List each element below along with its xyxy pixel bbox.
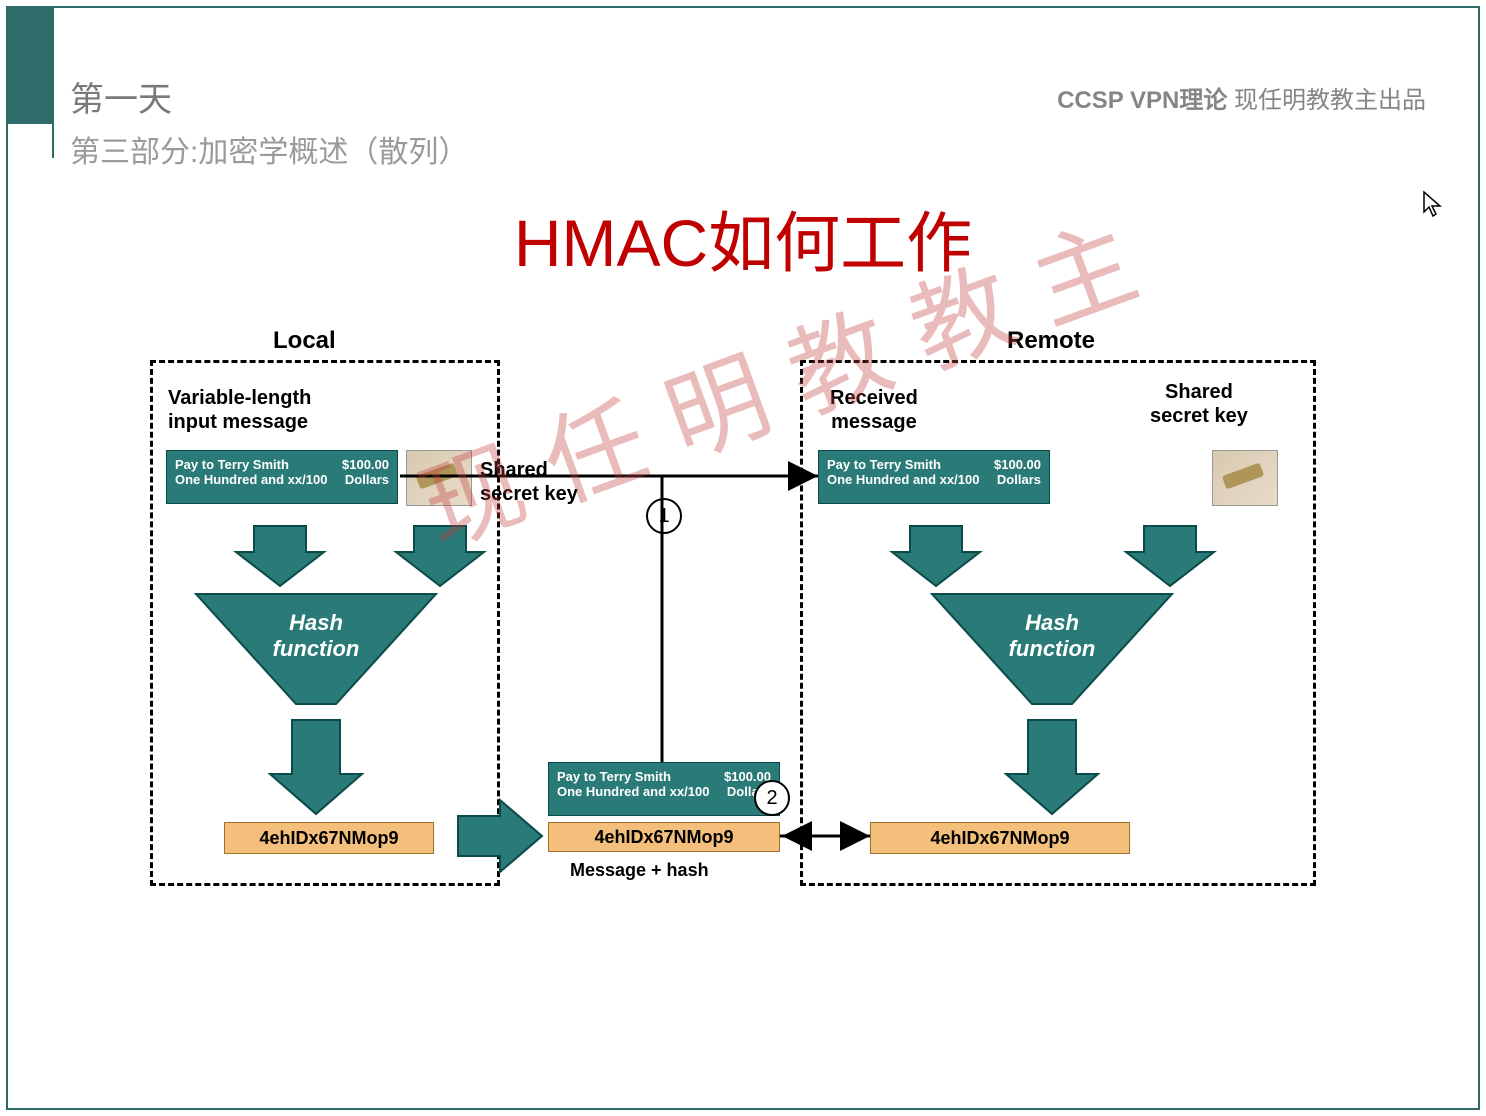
remote-funnel-out-arrow [1006, 720, 1098, 814]
slide-title: HMAC如何工作 [0, 190, 1486, 286]
remote-msg-arrow [892, 526, 980, 586]
local-funnel: Hash function [196, 594, 436, 704]
course-bold: CCSP VPN理论 [1057, 87, 1227, 114]
course-label: CCSP VPN理论 现任明教教主出品 [1057, 80, 1426, 115]
diagram: Local Variable-lengthinput message Pay t… [150, 330, 1330, 910]
day-heading: 第一天 [70, 72, 468, 121]
accent-line [52, 8, 54, 158]
remote-key-arrow [1126, 526, 1214, 586]
svg-text:function: function [1009, 636, 1096, 661]
local-funnel-out-arrow [270, 720, 362, 814]
svg-text:function: function [273, 636, 360, 661]
local-to-middle-arrow [458, 800, 542, 872]
path-msg-to-remote [662, 476, 818, 762]
arrows-svg: Hash function Hash function [150, 330, 1330, 910]
svg-text:Hash: Hash [1025, 610, 1079, 635]
section-heading: 第三部分:加密学概述（散列） [70, 127, 468, 171]
accent-block [8, 8, 52, 124]
cursor-icon [1422, 190, 1444, 225]
local-msg-arrow [236, 526, 324, 586]
local-key-arrow [396, 526, 484, 586]
slide-header: 第一天 第三部分:加密学概述（散列） [70, 72, 468, 171]
remote-funnel: Hash function [932, 594, 1172, 704]
course-thin: 现任明教教主出品 [1234, 87, 1426, 114]
svg-text:Hash: Hash [289, 610, 343, 635]
